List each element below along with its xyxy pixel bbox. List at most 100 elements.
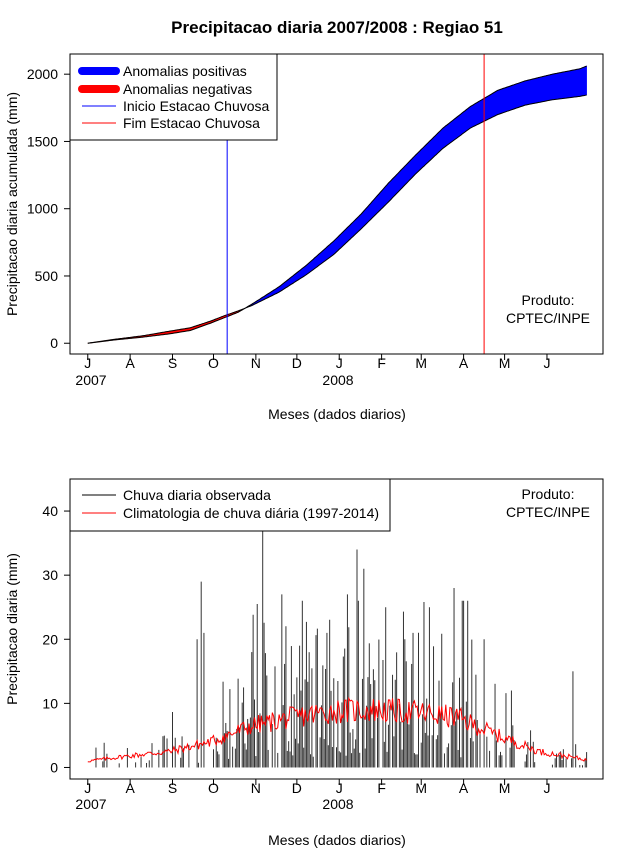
positive-anomaly-segment — [404, 162, 408, 186]
observed-cumulative-line — [87, 65, 587, 344]
top-annotation-line-2: CPTEC/INPE — [506, 310, 590, 326]
positive-anomaly-segment — [546, 74, 551, 102]
positive-anomaly-segment — [502, 87, 507, 114]
positive-anomaly-segment — [508, 85, 512, 112]
bottom-x-tick-label: O — [208, 780, 219, 796]
top-chart-title: Precipitacao diaria 2007/2008 : Regiao 5… — [171, 18, 503, 37]
climatology-daily-line — [87, 696, 587, 763]
bottom-y-tick-label: 30 — [42, 567, 58, 583]
positive-anomaly-segment — [459, 112, 463, 137]
top-x-tick-label: D — [292, 355, 302, 371]
positive-anomaly-segment — [415, 151, 419, 175]
positive-anomaly-segment — [584, 65, 587, 96]
positive-anomaly-segment — [571, 69, 575, 98]
positive-anomaly-segment — [467, 105, 471, 131]
top-x-tick-label: M — [499, 355, 511, 371]
top-year-label-2008: 2008 — [322, 372, 353, 388]
positive-anomaly-segment — [409, 156, 414, 181]
top-x-axis-label: Meses (dados diarios) — [268, 406, 406, 422]
positive-anomaly-segment — [554, 72, 559, 100]
positive-anomaly-segment — [565, 70, 570, 99]
positive-anomaly-segment — [497, 88, 501, 115]
positive-anomaly-segment — [475, 101, 479, 126]
bottom-x-tick-label: D — [292, 780, 302, 796]
legend-label-climatology: Climatologia de chuva diária (1997-2014) — [123, 505, 379, 521]
bottom-x-tick-label: A — [459, 780, 469, 796]
positive-anomaly-segment — [524, 79, 529, 106]
positive-anomaly-segment — [418, 148, 422, 172]
top-x-tick-label: M — [415, 355, 427, 371]
positive-anomaly-segment — [543, 75, 548, 102]
positive-anomaly-segment — [532, 77, 537, 104]
positive-anomaly-segment — [530, 78, 534, 105]
bottom-x-tick-label: M — [415, 780, 427, 796]
positive-anomaly-segment — [393, 173, 397, 198]
bottom-year-label-2008: 2008 — [322, 796, 353, 812]
bottom-x-tick-label: F — [377, 780, 386, 796]
positive-anomaly-segment — [489, 93, 493, 120]
positive-anomaly-segment — [445, 123, 449, 147]
bottom-annotation-line-2: CPTEC/INPE — [506, 504, 590, 520]
positive-anomaly-segment — [522, 80, 526, 107]
positive-anomaly-segment — [407, 159, 411, 183]
top-x-tick-label: O — [208, 355, 219, 371]
positive-anomaly-segment — [560, 71, 564, 100]
positive-anomaly-segment — [568, 70, 572, 99]
positive-anomaly-segment — [440, 127, 444, 152]
positive-anomaly-segment — [538, 76, 542, 103]
positive-anomaly-segment — [500, 87, 504, 115]
positive-anomaly-segment — [401, 165, 406, 189]
top-x-tick-label: J — [543, 355, 550, 371]
positive-anomaly-segment — [423, 143, 428, 167]
bottom-x-tick-label: S — [168, 780, 177, 796]
legend-label-positive: Anomalias positivas — [123, 63, 247, 79]
positive-anomaly-segment — [456, 114, 460, 139]
positive-anomaly-segment — [396, 171, 400, 195]
positive-anomaly-segment — [505, 86, 510, 113]
top-x-tick-label: A — [459, 355, 469, 371]
positive-anomaly-segment — [486, 94, 490, 121]
bottom-x-tick-label: J — [543, 780, 550, 796]
bottom-y-tick-label: 0 — [50, 759, 58, 775]
positive-anomaly-segment — [390, 176, 395, 200]
legend-label-negative: Anomalias negativas — [123, 81, 252, 97]
top-x-tick-label: J — [84, 355, 91, 371]
positive-anomaly-segment — [464, 107, 469, 133]
positive-anomaly-segment — [437, 129, 441, 154]
top-y-tick-label: 500 — [35, 268, 59, 284]
positive-anomaly-segment — [576, 68, 581, 98]
positive-anomaly-segment — [541, 75, 545, 103]
legend-label-observed: Chuva diaria observada — [123, 487, 271, 503]
positive-anomaly-segment — [472, 102, 477, 128]
positive-anomaly-segment — [535, 77, 540, 104]
positive-anomaly-segment — [516, 82, 520, 109]
legend-label-season-start: Inicio Estacao Chuvosa — [123, 98, 270, 114]
bottom-year-label-2007: 2007 — [75, 796, 106, 812]
positive-anomaly-segment — [429, 138, 433, 162]
positive-anomaly-segment — [573, 68, 578, 98]
positive-anomaly-segment — [513, 83, 518, 110]
bottom-x-axis-label: Meses (dados diarios) — [268, 832, 406, 848]
bottom-y-tick-label: 40 — [42, 503, 58, 519]
positive-anomaly-segment — [563, 71, 567, 99]
bottom-y-tick-label: 10 — [42, 695, 58, 711]
top-year-label-2007: 2007 — [75, 372, 106, 388]
bottom-x-tick-label: J — [84, 780, 91, 796]
positive-anomaly-segment — [494, 89, 499, 117]
positive-anomaly-segment — [519, 81, 523, 108]
positive-anomaly-segment — [448, 120, 452, 145]
positive-anomaly-segment — [478, 99, 482, 125]
legend-label-season-end: Fim Estacao Chuvosa — [123, 115, 260, 131]
top-x-tick-label: S — [168, 355, 177, 371]
top-x-tick-label: F — [377, 355, 386, 371]
positive-anomaly-segment — [582, 66, 586, 97]
top-x-tick-label: A — [125, 355, 135, 371]
bottom-x-tick-label: A — [125, 780, 135, 796]
positive-anomaly-segment — [412, 154, 417, 178]
top-y-tick-label: 1000 — [27, 201, 58, 217]
bottom-x-tick-label: M — [499, 780, 511, 796]
bottom-annotation-line-1: Produto: — [522, 486, 575, 502]
top-y-tick-label: 2000 — [27, 66, 58, 82]
